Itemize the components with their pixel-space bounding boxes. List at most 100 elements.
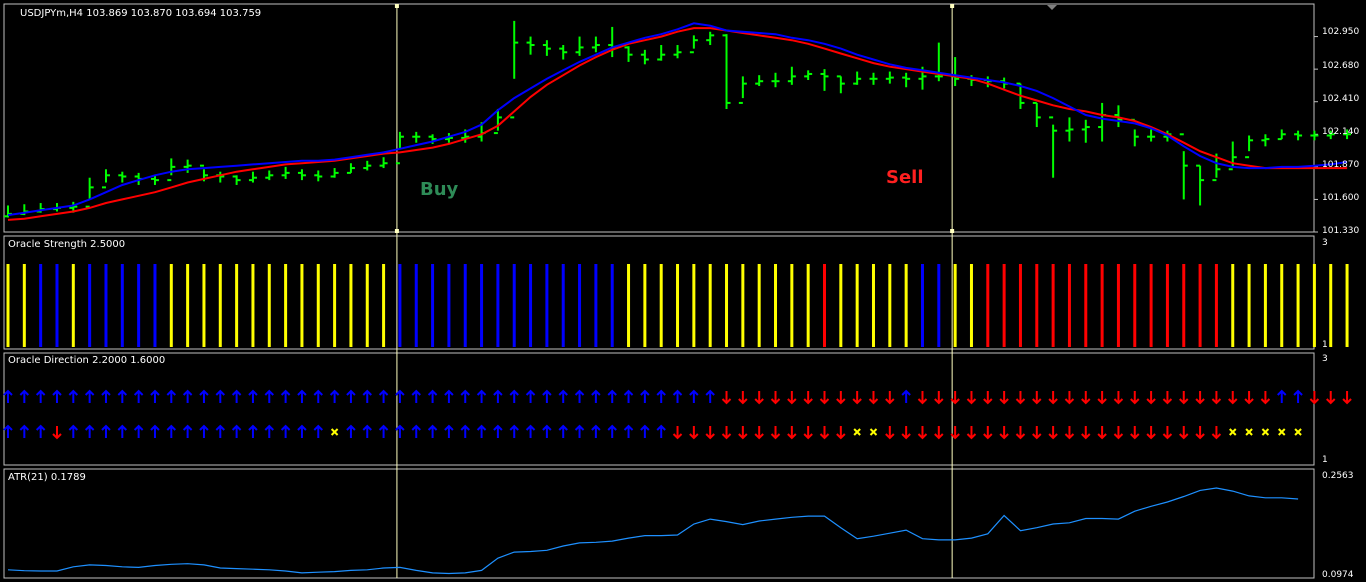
direction-arrow-up (623, 424, 634, 438)
direction-arrow-up (476, 389, 487, 403)
direction-arrow-up (329, 389, 340, 403)
direction-arrow-down (770, 391, 781, 405)
direction-arrow-down (868, 391, 879, 405)
direction-arrow-up (411, 424, 421, 438)
direction-arrow-up (378, 389, 389, 403)
direction-arrow-up (35, 389, 46, 403)
direction-arrow-up (427, 389, 438, 403)
direction-arrow-down (1113, 426, 1124, 440)
direction-arrow-up (509, 424, 519, 438)
direction-arrow-up (19, 424, 30, 438)
direction-arrow-up (313, 389, 323, 403)
direction-arrow-up (248, 424, 258, 438)
direction-arrow-down (1162, 391, 1173, 405)
direction-arrow-up (362, 424, 372, 438)
direction-arrow-down (1195, 426, 1205, 440)
price-tick-label: 101.870 (1322, 160, 1359, 170)
direction-arrow-up (378, 424, 389, 438)
direction-arrow-up (264, 389, 274, 403)
direction-arrow-down (917, 426, 928, 440)
direction-arrow-up (346, 389, 356, 403)
direction-arrow-down (1130, 426, 1140, 440)
direction-arrow-up (607, 424, 617, 438)
direction-arrow-up (1293, 389, 1303, 403)
ma-fast-line (7, 22, 1348, 217)
direction-arrow-up (117, 389, 128, 403)
pane-frame (3, 468, 1315, 579)
direction-arrow-down (689, 426, 699, 440)
direction-arrow-down (803, 426, 813, 440)
direction-arrow-up (509, 389, 519, 403)
buy-signal-label: Buy (420, 179, 459, 200)
pane-frame (3, 3, 1315, 233)
direction-arrow-down (1179, 391, 1189, 405)
direction-arrow-up (117, 424, 128, 438)
direction-cross (1278, 428, 1286, 436)
direction-arrow-up (68, 389, 79, 403)
direction-arrow-down (885, 426, 895, 440)
direction-arrow-up (427, 424, 438, 438)
direction-arrow-up (182, 389, 193, 403)
direction-arrow-up (215, 389, 225, 403)
price-tick-label: 102.140 (1322, 127, 1359, 137)
direction-arrow-down (1195, 391, 1205, 405)
direction-arrow-down (721, 391, 732, 405)
strength-tick-label: 1 (1322, 340, 1328, 350)
direction-arrow-down (1015, 426, 1026, 440)
direction-arrow-down (787, 426, 797, 440)
direction-arrow-up (84, 389, 95, 403)
direction-arrow-down (966, 391, 977, 405)
direction-arrow-up (901, 389, 911, 403)
ma-slow-line (7, 27, 1348, 221)
direction-arrow-up (395, 424, 405, 438)
chart-marks (3, 20, 1352, 575)
direction-arrow-down (721, 426, 732, 440)
direction-arrow-up (280, 389, 291, 403)
direction-arrow-down (1081, 391, 1091, 405)
direction-arrow-up (52, 389, 62, 403)
direction-arrow-down (803, 391, 813, 405)
direction-arrow-down (738, 391, 748, 405)
direction-arrow-up (460, 389, 470, 403)
direction-arrow-up (640, 424, 650, 438)
direction-arrow-up (101, 389, 111, 403)
direction-arrow-up (133, 389, 144, 403)
direction-arrow-down (1015, 391, 1026, 405)
direction-arrow-up (1277, 389, 1287, 403)
direction-arrow-up (231, 424, 242, 438)
direction-arrow-up (133, 424, 144, 438)
direction-arrow-up (199, 389, 209, 403)
direction-arrow-down (1244, 391, 1254, 405)
direction-arrow-up (689, 389, 699, 403)
direction-arrow-up (656, 424, 666, 438)
direction-arrow-down (1211, 391, 1222, 405)
direction-cross (330, 428, 339, 436)
direction-arrow-down (1342, 391, 1352, 405)
direction-arrow-down (1146, 391, 1156, 405)
direction-arrow-up (199, 424, 209, 438)
signal-marker (394, 4, 399, 8)
direction-arrow-down (1113, 391, 1124, 405)
direction-arrow-up (166, 389, 177, 403)
direction-arrow-up (395, 389, 405, 403)
direction-arrow-up (525, 389, 536, 403)
direction-arrow-up (215, 424, 225, 438)
direction-arrow-up (101, 424, 111, 438)
direction-arrow-down (819, 391, 830, 405)
direction-arrow-up (313, 424, 323, 438)
direction-arrow-up (656, 389, 666, 403)
direction-arrow-down (1326, 391, 1336, 405)
price-tick-label: 101.330 (1322, 226, 1359, 236)
direction-arrow-down (754, 426, 764, 440)
direction-cross (1245, 428, 1253, 436)
direction-arrow-down (52, 426, 62, 440)
direction-arrow-up (411, 389, 421, 403)
strength-header: Oracle Strength 2.5000 (8, 239, 125, 250)
price-tick-label: 102.950 (1322, 27, 1359, 37)
direction-arrow-down (1048, 391, 1058, 405)
direction-arrow-up (574, 389, 585, 403)
direction-arrow-down (983, 426, 993, 440)
signal-marker (950, 4, 955, 8)
pane-frame (3, 352, 1315, 466)
